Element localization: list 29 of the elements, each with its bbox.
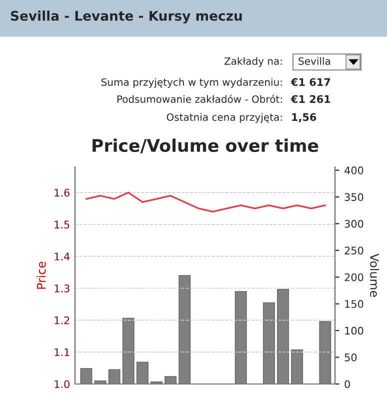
y2-tick-label: 250 <box>344 246 364 254</box>
y-tick-label: 1.1 <box>54 348 70 356</box>
y2-tick-label: 200 <box>344 273 364 282</box>
y2-tick-label: 50 <box>344 354 357 362</box>
y-tick-label: 1.3 <box>54 284 70 292</box>
y2-tick-label: 0 <box>344 380 350 388</box>
line-series <box>85 192 326 213</box>
y-axis-title: Price <box>36 262 46 289</box>
y2-axis-title: Volume <box>370 254 380 297</box>
text: Podsumowanie zakładów - Obrót: <box>117 94 282 103</box>
y2-tick-label: 150 <box>345 300 364 308</box>
y2-tick-label: 350 <box>344 193 364 202</box>
chart-title: Price/Volume over time <box>92 138 318 154</box>
text: Suma przyjętych w tym wydarzeniu: <box>101 78 282 88</box>
text: Sevilla - Levante - Kursy meczu <box>10 10 242 24</box>
text: Sevilla <box>298 57 330 65</box>
y2-tick-label: 100 <box>345 326 364 335</box>
y-tick-label: 1.4 <box>54 252 70 260</box>
text: €1 617 <box>290 78 330 86</box>
y2-tick-label: 400 <box>344 166 364 174</box>
y-tick-label: 1.2 <box>54 316 70 324</box>
text: Zakłady na: <box>224 57 282 67</box>
y2-tick-label: 300 <box>344 220 364 228</box>
text: Ostatnia cena przyjęta: <box>166 113 282 123</box>
y-tick-label: 1.5 <box>54 220 70 229</box>
text: €1 261 <box>290 95 330 104</box>
y-tick-label: 1.6 <box>54 188 70 197</box>
text: 1,56 <box>292 113 316 122</box>
y-tick-label: 1.0 <box>54 380 70 388</box>
